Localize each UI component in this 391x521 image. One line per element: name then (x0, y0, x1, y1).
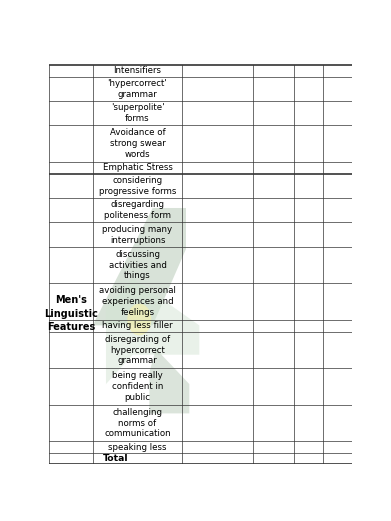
Text: producing many
interruptions: producing many interruptions (102, 225, 172, 244)
Text: Emphatic Stress: Emphatic Stress (102, 163, 172, 172)
Text: Total: Total (103, 454, 128, 463)
Text: considering
progressive forms: considering progressive forms (99, 176, 176, 196)
Text: 'hypercorrect'
grammar: 'hypercorrect' grammar (108, 79, 167, 98)
Text: Intensifiers: Intensifiers (113, 66, 161, 75)
Text: having less filler: having less filler (102, 321, 173, 330)
Circle shape (127, 304, 151, 336)
Text: challenging
norms of
communication: challenging norms of communication (104, 408, 171, 438)
Text: disregarding
politeness form: disregarding politeness form (104, 201, 171, 220)
Text: discussing
activities and
things: discussing activities and things (109, 250, 167, 280)
Text: 'superpolite'
forms: 'superpolite' forms (111, 103, 164, 123)
Polygon shape (93, 208, 186, 326)
Polygon shape (149, 349, 189, 413)
Polygon shape (106, 278, 199, 384)
Text: being really
confident in
public: being really confident in public (112, 371, 163, 402)
Text: disregarding of
hypercorrect
grammar: disregarding of hypercorrect grammar (105, 335, 170, 365)
Text: Avoidance of
strong swear
words: Avoidance of strong swear words (109, 128, 165, 159)
Text: speaking less: speaking less (108, 443, 167, 452)
Text: avoiding personal
experiences and
feelings: avoiding personal experiences and feelin… (99, 286, 176, 317)
Text: Men's
Linguistic
Features: Men's Linguistic Features (44, 295, 98, 332)
